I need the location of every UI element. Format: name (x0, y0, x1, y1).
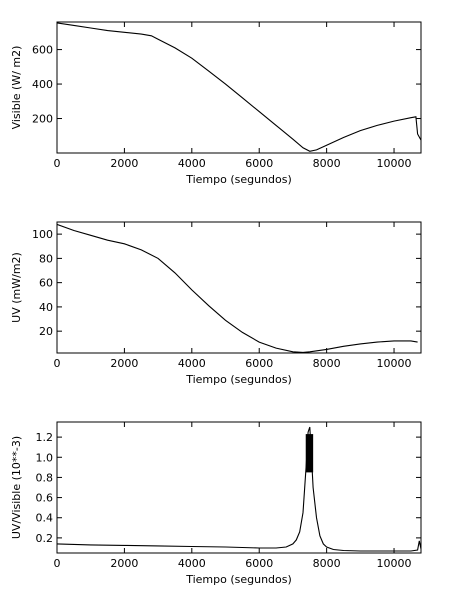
x-axis-title: Tiempo (segundos) (185, 573, 292, 586)
y-axis-title: UV/Visible (10**-3) (10, 436, 23, 539)
y-tick-label: 80 (39, 252, 53, 265)
plot-frame (56, 21, 422, 154)
x-tick-label: 6000 (245, 557, 273, 570)
chart-panel-1: 0 2000 4000 6000 8000 10000 200 400 600 Tiempo (s… (10, 21, 422, 186)
y-tick-label: 60 (39, 277, 53, 290)
series-line-1 (57, 223, 418, 353)
series-line-1 (57, 426, 421, 552)
peak-band (305, 434, 314, 473)
x-tick-label: 2000 (110, 157, 138, 170)
plot-frame (56, 221, 422, 354)
y-tick-label: 100 (32, 228, 53, 241)
y-tick-label: 1.0 (36, 451, 54, 464)
y-tick-label: 0.2 (36, 532, 54, 545)
plot-frame (56, 421, 422, 554)
y-tick-label: 400 (32, 78, 53, 91)
chart-panel-2: 0 2000 4000 6000 8000 10000 20 40 60 80 100 Tiempo … (10, 221, 422, 386)
y-tick-label: 20 (39, 325, 53, 338)
chart-panel-3: 0 2000 4000 6000 8000 10000 0.2 0.4 0.6 0.8 1.0 1.2… (10, 421, 422, 586)
x-tick-label: 8000 (313, 557, 341, 570)
y-axis-title: UV (mW/m2) (10, 252, 23, 323)
x-tick-label: 8000 (313, 357, 341, 370)
y-tick-label: 200 (32, 113, 53, 126)
x-tick-label: 10000 (377, 557, 412, 570)
x-tick-label: 4000 (178, 357, 206, 370)
y-tick-label: 0.8 (36, 471, 54, 484)
x-tick-label: 2000 (110, 357, 138, 370)
x-tick-label: 10000 (377, 157, 412, 170)
x-tick-label: 4000 (178, 157, 206, 170)
series-line-1 (57, 22, 421, 152)
x-tick-label: 6000 (245, 357, 273, 370)
x-tick-label: 4000 (178, 557, 206, 570)
y-tick-label: 600 (32, 44, 53, 57)
x-tick-label: 2000 (110, 557, 138, 570)
x-tick-label: 10000 (377, 357, 412, 370)
y-tick-label: 0.6 (36, 492, 54, 505)
x-tick-label: 0 (54, 557, 61, 570)
x-axis-title: Tiempo (segundos) (185, 173, 292, 186)
y-tick-label: 40 (39, 301, 53, 314)
x-tick-label: 8000 (313, 157, 341, 170)
y-tick-label: 0.4 (36, 512, 54, 525)
x-tick-label: 0 (54, 157, 61, 170)
x-tick-label: 0 (54, 357, 61, 370)
y-tick-label: 1.2 (36, 431, 54, 444)
y-axis-title: Visible (W/ m2) (10, 46, 23, 130)
x-axis-title: Tiempo (segundos) (185, 373, 292, 386)
x-tick-label: 6000 (245, 157, 273, 170)
